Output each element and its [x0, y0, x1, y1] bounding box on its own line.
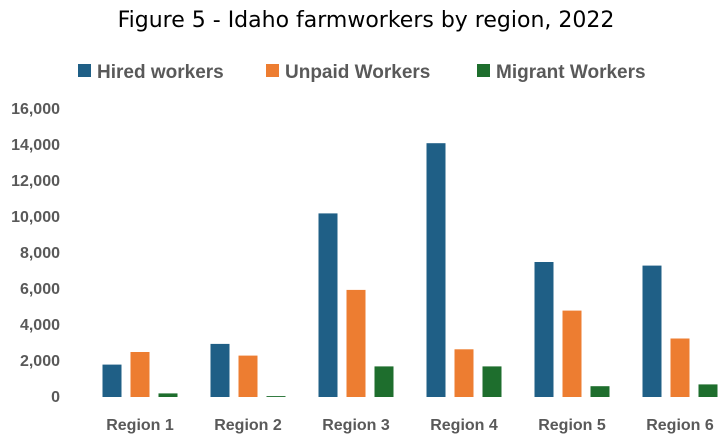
legend-swatch-unpaid-workers: [266, 64, 279, 77]
bar-migrant-workers-region-6: [698, 384, 718, 397]
bar-hired-workers-region-4: [426, 143, 446, 397]
x-tick-label: Region 3: [322, 417, 390, 434]
bar-migrant-workers-region-4: [482, 366, 502, 397]
bar-hired-workers-region-3: [318, 213, 338, 397]
legend-swatch-hired-workers: [78, 64, 91, 77]
legend: Hired workers Unpaid Workers Migrant Worke…: [78, 62, 646, 83]
chart-title: Figure 5 - Idaho farmworkers by region, …: [118, 8, 615, 33]
y-tick-label: 8,000: [20, 245, 60, 262]
bar-unpaid-workers-region-2: [238, 355, 258, 397]
y-tick-label: 6,000: [20, 281, 60, 298]
plot-area: [102, 143, 718, 397]
y-tick-label: 14,000: [11, 137, 60, 154]
y-tick-label: 4,000: [20, 317, 60, 334]
legend-swatch-migrant-workers: [477, 64, 490, 77]
bar-migrant-workers-region-2: [266, 396, 286, 397]
legend-label-unpaid-workers: Unpaid Workers: [285, 62, 430, 83]
legend-label-hired-workers: Hired workers: [97, 62, 224, 83]
bar-unpaid-workers-region-4: [454, 349, 474, 397]
y-axis: 0 2,000 4,000 6,000 8,000 10,000 12,000 14,000 1…: [11, 101, 60, 406]
y-tick-label: 12,000: [11, 173, 60, 190]
x-tick-label: Region 1: [106, 417, 174, 434]
y-tick-label: 2,000: [20, 353, 60, 370]
bar-hired-workers-region-2: [210, 343, 230, 397]
y-tick-label: 16,000: [11, 101, 60, 118]
bar-unpaid-workers-region-3: [346, 289, 366, 397]
bar-migrant-workers-region-5: [590, 386, 610, 397]
x-tick-label: Region 5: [538, 417, 606, 434]
x-axis: Region 1 Region 2 Region 3 Region 4 Region 5…: [106, 417, 714, 434]
x-tick-label: Region 4: [430, 417, 498, 434]
x-tick-label: Region 2: [214, 417, 282, 434]
bar-hired-workers-region-5: [534, 262, 554, 397]
bar-hired-workers-region-1: [102, 364, 122, 397]
bar-migrant-workers-region-1: [158, 393, 178, 397]
bar-hired-workers-region-6: [642, 265, 662, 397]
bar-unpaid-workers-region-1: [130, 352, 150, 397]
x-tick-label: Region 6: [646, 417, 714, 434]
bar-unpaid-workers-region-5: [562, 310, 582, 397]
y-tick-label: 10,000: [11, 209, 60, 226]
legend-label-migrant-workers: Migrant Workers: [496, 62, 646, 83]
y-tick-label: 0: [51, 389, 60, 406]
bar-unpaid-workers-region-6: [670, 338, 690, 397]
bar-migrant-workers-region-3: [374, 366, 394, 397]
